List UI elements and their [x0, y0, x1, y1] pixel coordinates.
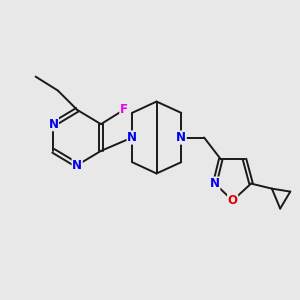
Text: N: N [127, 131, 137, 144]
Text: N: N [210, 177, 220, 190]
Text: F: F [120, 103, 128, 116]
Text: O: O [228, 194, 238, 207]
Text: N: N [176, 131, 186, 144]
Text: N: N [72, 159, 82, 172]
Text: N: N [48, 118, 59, 130]
